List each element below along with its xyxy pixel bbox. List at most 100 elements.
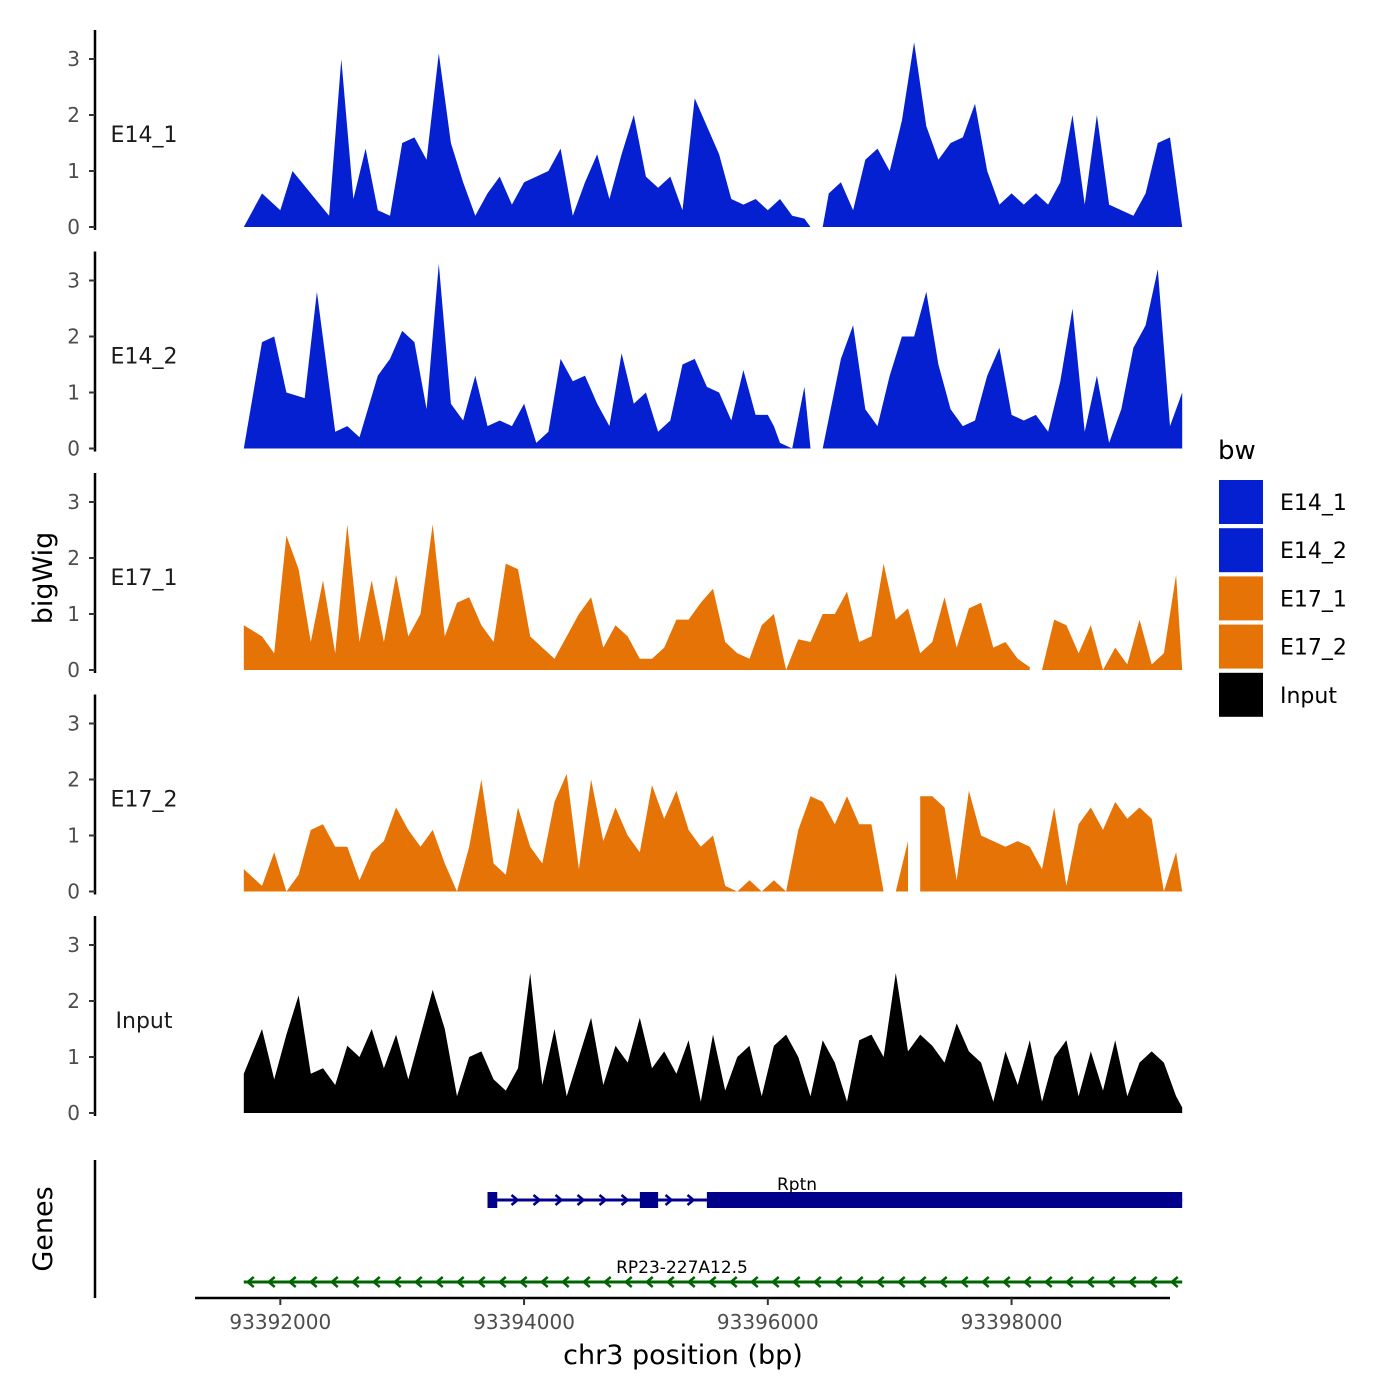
gene-rp23-227a12-5: RP23-227A12.5 — [243, 1258, 1183, 1288]
track-input: 0 1 2 3 Input — [67, 916, 1183, 1125]
legend-label: E17_2 — [1280, 636, 1347, 661]
signal-area — [243, 773, 909, 892]
y-tick-label: 1 — [67, 824, 80, 848]
strand-arrow — [287, 1276, 297, 1288]
y-tick-label: 1 — [67, 159, 80, 183]
legend-item-input: Input — [1219, 672, 1337, 717]
strand-arrow — [917, 1276, 927, 1288]
strand-arrow — [350, 1276, 360, 1288]
strand-arrow — [308, 1276, 318, 1288]
strand-arrow — [602, 1276, 612, 1288]
signal-area — [822, 269, 1183, 449]
gene-label: RP23-227A12.5 — [616, 1258, 748, 1278]
exon — [706, 1192, 1183, 1208]
x-axis-title: chr3 position (bp) — [563, 1340, 803, 1371]
strand-arrow — [1001, 1276, 1011, 1288]
y-tick-label: 1 — [67, 602, 80, 626]
y-tick-label: 0 — [67, 437, 80, 461]
x-axis: 93392000 93394000 93396000 93398000 — [195, 1296, 1170, 1334]
strand-arrow — [554, 1194, 564, 1206]
legend-label: E14_2 — [1280, 539, 1347, 564]
strand-arrow — [455, 1276, 465, 1288]
strand-arrow — [497, 1276, 507, 1288]
gene-rptn: Rptn — [487, 1175, 1183, 1208]
track-panels: 0 1 2 3 E14_1 0 1 2 3 E14_2 0 1 2 3 E17_1 0 1 2 3 E17_2 0 1 2 3… — [67, 30, 1183, 1125]
signal-area — [243, 524, 1030, 670]
legend-label: E17_1 — [1280, 587, 1347, 612]
strand-arrow — [749, 1276, 759, 1288]
strand-arrow — [413, 1276, 423, 1288]
strand-arrow — [620, 1194, 630, 1206]
legend-item-e17-2: E17_2 — [1219, 624, 1347, 669]
track-e17-2: 0 1 2 3 E17_2 — [67, 694, 1183, 904]
strand-arrow — [875, 1276, 885, 1288]
y-tick-label: 0 — [67, 880, 80, 904]
strand-arrow — [510, 1194, 520, 1206]
y-tick-label: 3 — [67, 47, 80, 71]
legend-swatch — [1219, 480, 1263, 524]
y-tick-label: 3 — [67, 933, 80, 957]
legend-title: bw — [1218, 436, 1256, 466]
strand-arrow — [728, 1276, 738, 1288]
track-e14-2: 0 1 2 3 E14_2 — [67, 251, 1183, 461]
x-tick-label: 93394000 — [473, 1310, 575, 1334]
strand-arrow — [833, 1276, 843, 1288]
signal-area — [243, 53, 811, 228]
signal-area — [243, 973, 1183, 1113]
signal-area — [822, 42, 1183, 228]
y-tick-label: 2 — [67, 325, 80, 349]
gene-label: Rptn — [777, 1175, 817, 1195]
track-label: Input — [116, 1009, 173, 1034]
strand-arrow — [581, 1276, 591, 1288]
strand-arrow — [623, 1276, 633, 1288]
strand-arrow — [1022, 1276, 1032, 1288]
y-tick-label: 3 — [67, 490, 80, 514]
legend-swatch — [1219, 576, 1263, 621]
strand-arrow — [896, 1276, 906, 1288]
legend-label: E14_1 — [1280, 491, 1347, 516]
strand-arrow — [598, 1194, 608, 1206]
track-label: E14_2 — [111, 345, 178, 370]
legend-item-e14-1: E14_1 — [1219, 480, 1347, 524]
strand-arrow — [476, 1276, 486, 1288]
strand-arrow — [1148, 1276, 1158, 1288]
legend: bw E14_1 E14_2 E17_1 E17_2 Input — [1218, 436, 1347, 717]
strand-arrow — [686, 1194, 696, 1206]
legend-item-e14-2: E14_2 — [1219, 528, 1347, 573]
strand-arrow — [791, 1276, 801, 1288]
strand-arrow — [1064, 1276, 1074, 1288]
genes-axis-title: Genes — [28, 1186, 59, 1271]
y-axis-title: bigWig — [28, 532, 59, 625]
strand-arrow — [329, 1276, 339, 1288]
exon — [487, 1192, 498, 1208]
strand-arrow — [1085, 1276, 1095, 1288]
y-tick-label: 0 — [67, 1101, 80, 1125]
legend-label: Input — [1280, 684, 1337, 709]
strand-arrow — [518, 1276, 528, 1288]
track-e17-1: 0 1 2 3 E17_1 — [67, 473, 1183, 682]
strand-arrow — [371, 1276, 381, 1288]
y-tick-label: 2 — [67, 103, 80, 127]
signal-area — [920, 790, 1183, 892]
strand-arrow — [576, 1194, 586, 1206]
strand-arrow — [1043, 1276, 1053, 1288]
y-tick-label: 0 — [67, 215, 80, 239]
strand-arrow — [854, 1276, 864, 1288]
strand-arrow — [665, 1276, 675, 1288]
legend-swatch — [1219, 528, 1263, 573]
track-label: E17_2 — [111, 788, 178, 813]
y-tick-label: 3 — [67, 712, 80, 736]
strand-arrow — [1106, 1276, 1116, 1288]
strand-arrow — [245, 1276, 255, 1288]
strand-arrow — [434, 1276, 444, 1288]
strand-arrow — [532, 1194, 542, 1206]
x-tick-label: 93392000 — [229, 1310, 331, 1334]
strand-arrow — [560, 1276, 570, 1288]
x-tick-label: 93398000 — [961, 1310, 1063, 1334]
signal-area — [1042, 574, 1183, 670]
signal-area — [243, 263, 811, 449]
strand-arrow — [1169, 1276, 1179, 1288]
strand-arrow — [266, 1276, 276, 1288]
strand-arrow — [959, 1276, 969, 1288]
strand-arrow — [644, 1276, 654, 1288]
